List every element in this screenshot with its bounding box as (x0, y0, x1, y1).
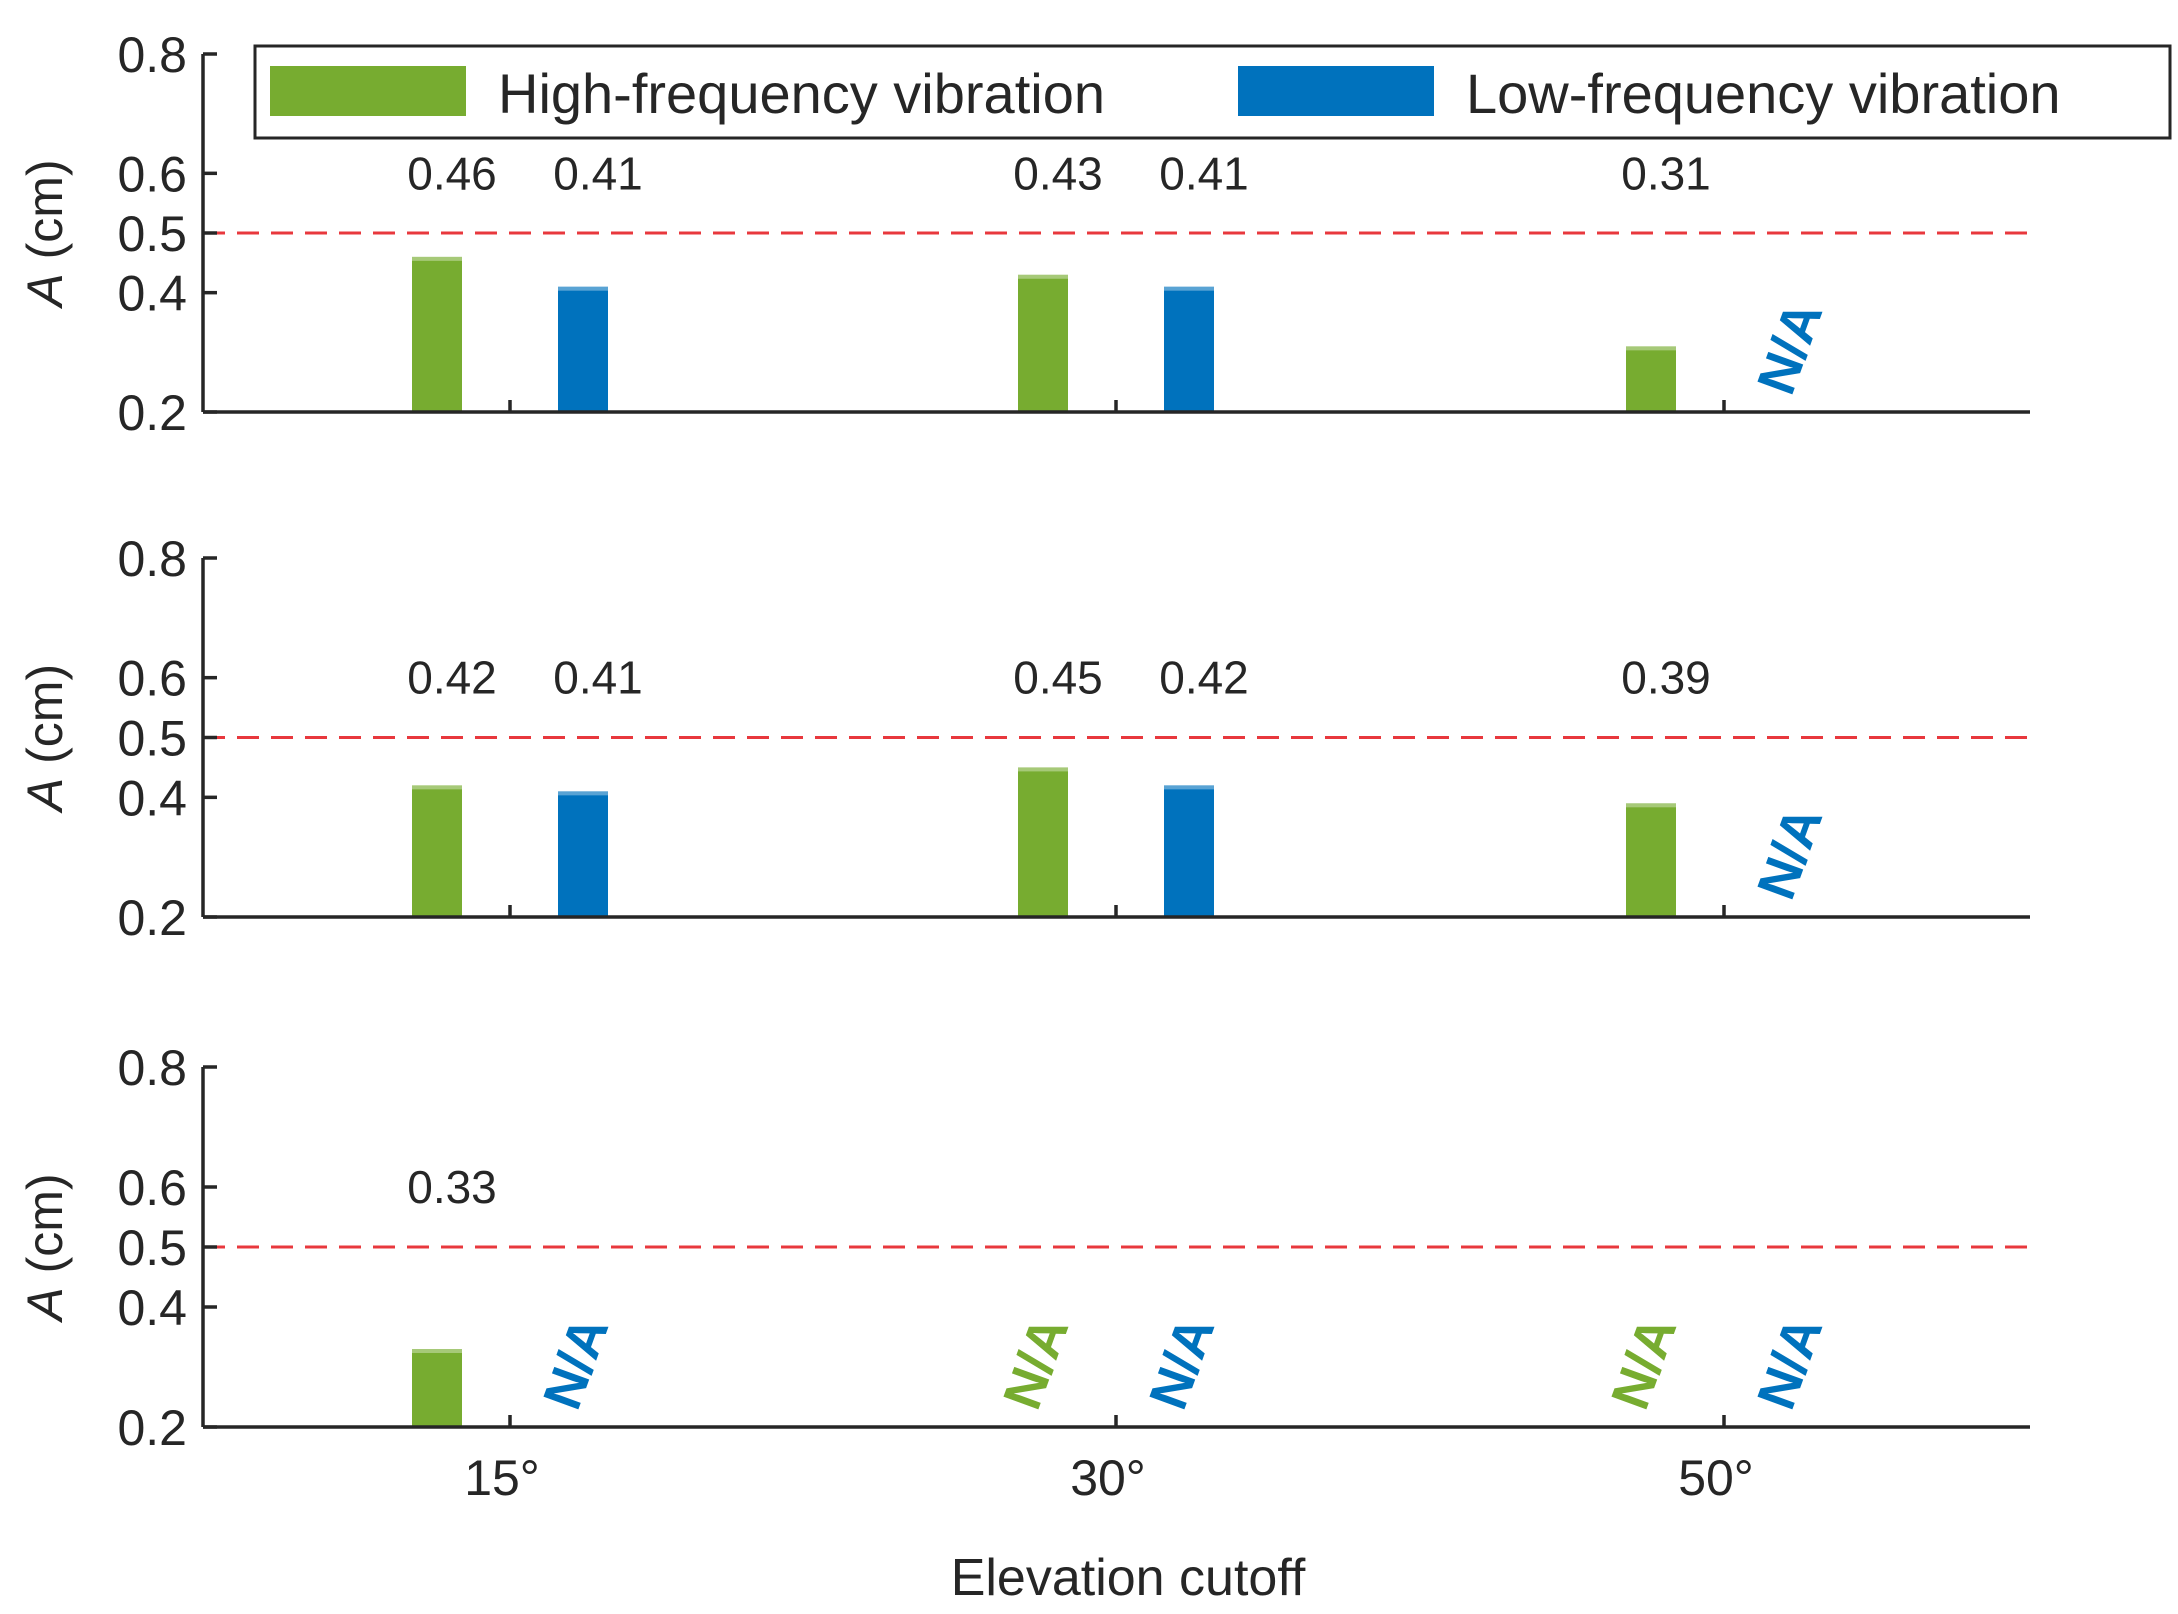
y-tick-label: 0.2 (117, 890, 187, 946)
y-tick-label: 0.2 (117, 1400, 187, 1456)
na-label: N/A (992, 1309, 1080, 1417)
data-label: 0.33 (407, 1161, 497, 1213)
legend-box (253, 44, 2172, 140)
y-axis-label-symbol: A (17, 273, 73, 309)
bar-highlight (412, 1349, 462, 1353)
y-tick-label: 0.8 (117, 27, 187, 83)
data-label: 0.43 (1013, 147, 1103, 199)
bar-highlight (1018, 767, 1068, 772)
bar-highlight (558, 286, 608, 291)
y-tick-label: 0.5 (117, 206, 187, 262)
data-label: 0.42 (1159, 652, 1249, 704)
data-label: 0.42 (407, 652, 497, 704)
data-label: 0.31 (1621, 147, 1711, 199)
na-label: N/A (1600, 1309, 1688, 1417)
bar-high-freq (412, 256, 462, 412)
legend-swatch (270, 66, 466, 116)
legend: High-frequency vibration Low-frequency vi… (253, 44, 2172, 140)
y-axis-label-symbol: A (17, 778, 73, 814)
bar-low-freq (558, 286, 608, 412)
y-tick-label: 0.2 (117, 385, 187, 441)
y-tick-label: 0.8 (117, 1040, 187, 1096)
data-label: 0.41 (553, 652, 643, 704)
bar-highlight (412, 256, 462, 261)
y-tick-label: 0.5 (117, 711, 187, 767)
na-label: N/A (1746, 799, 1834, 907)
bar-high-freq (1018, 767, 1068, 917)
na-label: N/A (1746, 294, 1834, 402)
y-tick-label: 0.4 (117, 770, 187, 826)
x-tick-label: 30° (1070, 1450, 1146, 1506)
legend-swatch (1238, 66, 1434, 116)
bar-highlight (1164, 286, 1214, 291)
data-label: 0.46 (407, 147, 497, 199)
x-tick-label: 15° (464, 1450, 540, 1506)
panel-2: 0.42 0.45 0.39 0.41 0.42 N/A 0.2 0.40.50.6 0.8 A … (17, 531, 2030, 946)
y-axis-label: A (cm) (17, 1173, 73, 1323)
y-tick-label: 0.4 (117, 1280, 187, 1336)
x-tick-label: 50° (1678, 1450, 1754, 1506)
bar-highlight (412, 785, 462, 790)
panel-3: 0.33 N/A N/A N/A N/A N/A 0.2 0.40.50.6 0.8 A (cm) (17, 1040, 2030, 1456)
bar-highlight (1018, 274, 1068, 279)
na-label: N/A (1746, 1309, 1834, 1417)
bar-high-freq (412, 1349, 462, 1427)
y-axis-label-symbol: A (17, 1287, 73, 1323)
y-tick-label: 0.5 (117, 1220, 187, 1276)
y-tick-label: 0.6 (117, 651, 187, 707)
bar-high-freq (1626, 803, 1676, 917)
legend-label: High-frequency vibration (498, 62, 1105, 125)
bar-highlight (558, 791, 608, 796)
data-label: 0.41 (553, 147, 643, 199)
data-label: 0.41 (1159, 147, 1249, 199)
y-tick-label: 0.8 (117, 531, 187, 587)
legend-label: Low-frequency vibration (1466, 62, 2061, 125)
panel-1: 0.46 0.43 0.31 0.41 0.41 N/A 0.2 0.40.50.6 0.8 A … (17, 27, 2030, 441)
y-tick-label: 0.4 (117, 266, 187, 322)
bar-low-freq (558, 791, 608, 917)
data-label: 0.45 (1013, 652, 1103, 704)
bar-highlight (1626, 803, 1676, 808)
bar-high-freq (1018, 274, 1068, 412)
na-label: N/A (532, 1309, 620, 1417)
y-axis-label-unit: (cm) (17, 664, 73, 778)
data-label: 0.39 (1621, 652, 1711, 704)
y-axis-label: A (cm) (17, 664, 73, 814)
y-axis-label: A (cm) (17, 159, 73, 309)
bar-high-freq (1626, 346, 1676, 412)
bar-highlight (1626, 346, 1676, 351)
y-tick-label: 0.6 (117, 146, 187, 202)
bar-low-freq (1164, 785, 1214, 917)
y-axis-label-unit: (cm) (17, 159, 73, 273)
y-tick-label: 0.6 (117, 1160, 187, 1216)
y-axis-label-unit: (cm) (17, 1173, 73, 1287)
bar-highlight (1164, 785, 1214, 790)
bar-low-freq (1164, 286, 1214, 412)
bar-high-freq (412, 785, 462, 917)
x-axis-label: Elevation cutoff (951, 1549, 1306, 1607)
na-label: N/A (1138, 1309, 1226, 1417)
